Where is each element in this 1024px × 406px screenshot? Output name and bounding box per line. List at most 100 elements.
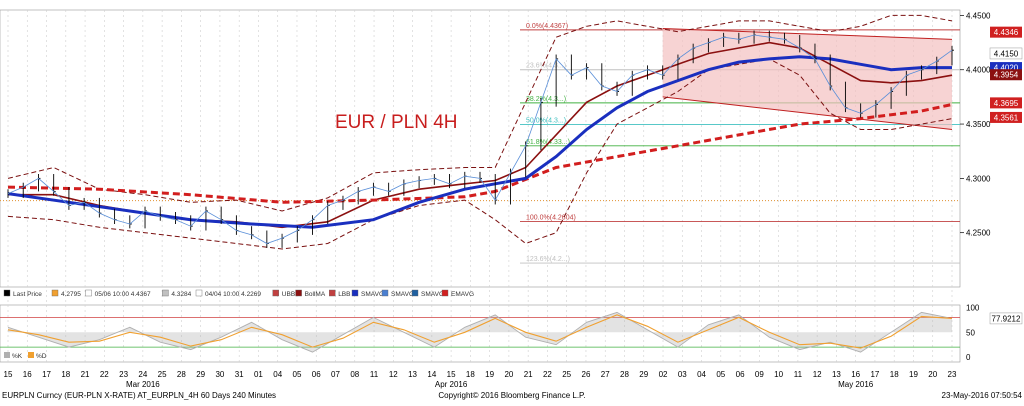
x-tick-label: 05	[293, 370, 302, 379]
x-tick-label: 27	[601, 370, 610, 379]
value-tag-box	[990, 69, 1022, 81]
fib-label: 23.6%(4.3...)	[526, 63, 566, 70]
x-tick-label: 18	[890, 370, 899, 379]
x-tick-label: 11	[794, 370, 803, 379]
legend-label: 4.3284	[171, 291, 191, 298]
x-tick-label: 21	[81, 370, 90, 379]
legend-label: SMAVG	[361, 291, 384, 298]
x-tick-label: 15	[4, 370, 13, 379]
x-tick-label: 16	[23, 370, 32, 379]
vertical-grid	[0, 9, 961, 363]
osc-value-tag	[989, 312, 1023, 325]
stoch-k-line	[7, 311, 953, 353]
x-tick-label: 10	[774, 370, 783, 379]
y-tick-label: 4.3500	[966, 120, 991, 129]
value-tag-label: 4.4020	[994, 64, 1019, 73]
legend-swatch	[381, 289, 389, 297]
fib-label: 100.0%(4.2604)	[526, 214, 576, 221]
value-tag-label: 4.3695	[994, 99, 1019, 108]
legend-bar: Last Price 4.2795 05/06 10:00 4.4367 4.3284…	[3, 289, 474, 298]
osc-y-label: 100	[966, 303, 980, 312]
y-tick-label: 4.4000	[966, 66, 991, 75]
osc-legend-swatch	[4, 352, 10, 358]
legend-label: SMAVG	[391, 291, 414, 298]
x-tick-label: 20	[504, 370, 513, 379]
legend-label: LBB	[338, 291, 350, 298]
fib-label: 50.0%(4.3...)	[526, 118, 566, 125]
x-month-label: Apr 2016	[435, 380, 468, 389]
x-tick-label: 13	[832, 370, 841, 379]
x-tick-label: 28	[177, 370, 186, 379]
legend-label: 05/06 10:00 4.4367	[95, 291, 151, 298]
y-tick-label: 4.4500	[966, 11, 991, 20]
footer-timestamp: 23-May-2016 07:50:54	[942, 391, 1023, 400]
stoch-k-area	[8, 312, 952, 353]
legend-label: 04/04 10:00 4.2269	[205, 291, 261, 298]
legend-swatch	[411, 289, 419, 297]
footer-security: EURPLN Curncy (EUR-PLN X-RATE) AT_EURPLN…	[2, 391, 276, 400]
chart-title: EUR / PLN 4H	[335, 112, 457, 133]
price-panel-frame	[0, 9, 961, 288]
legend-swatch	[162, 289, 169, 297]
fib-label: 38.2%(4.3...)	[526, 96, 566, 103]
legend-swatch	[272, 289, 279, 297]
x-month-label: May 2016	[838, 380, 874, 389]
x-tick-label: 18	[466, 370, 475, 379]
legend-label: 4.2795	[61, 291, 81, 298]
legend-label: UBB	[282, 291, 295, 298]
x-tick-label: 24	[138, 370, 147, 379]
x-tick-label: 11	[370, 370, 379, 379]
x-tick-label: 01	[254, 370, 263, 379]
osc-legend-swatch	[28, 352, 34, 358]
x-tick-label: 29	[196, 370, 205, 379]
x-tick-label: 06	[312, 370, 321, 379]
x-tick-label: 09	[755, 370, 764, 379]
osc-legend-label: %K	[12, 353, 23, 360]
value-tag-box	[989, 47, 1023, 60]
fib-label: 0.0%(4.4367)	[526, 23, 568, 30]
osc-y-label: 50	[966, 328, 975, 337]
legend-swatch	[195, 289, 203, 297]
ema-line	[7, 103, 953, 204]
price-channel	[662, 27, 953, 130]
value-tag-box	[990, 26, 1022, 38]
x-tick-label: 18	[61, 370, 70, 379]
channel-top-line	[662, 27, 953, 40]
x-tick-label: 16	[851, 370, 860, 379]
value-tag-box	[990, 111, 1022, 123]
x-tick-label: 29	[639, 370, 648, 379]
x-tick-label: 04	[273, 370, 282, 379]
price-series-group	[7, 14, 954, 250]
channel-fill	[662, 28, 952, 130]
x-tick-label: 13	[408, 370, 417, 379]
x-tick-label: 26	[582, 370, 591, 379]
y-tick-label: 4.2500	[966, 229, 991, 238]
legend-swatch	[295, 289, 302, 297]
legend-label: Last Price	[13, 291, 42, 298]
legend-label: SMAVG	[421, 291, 444, 298]
osc-y-label: 0	[966, 353, 971, 362]
x-tick-label: 23	[119, 370, 128, 379]
x-tick-label: 15	[447, 370, 456, 379]
x-tick-label: 31	[235, 370, 244, 379]
x-month-label: Mar 2016	[126, 380, 160, 389]
x-tick-label: 21	[524, 370, 533, 379]
y-tick-label: 4.3000	[966, 174, 991, 183]
legend-swatch	[329, 289, 336, 297]
x-tick-label: 04	[697, 370, 706, 379]
x-tick-label: 22	[543, 370, 552, 379]
legend-label: BollMA	[305, 291, 326, 298]
legend-swatch	[3, 289, 11, 297]
value-tag-label: 4.4346	[994, 28, 1019, 37]
upper-bollinger-band	[7, 14, 953, 212]
short-sma-line	[7, 34, 953, 244]
x-tick-label: 08	[350, 370, 359, 379]
value-tag-box	[990, 97, 1022, 109]
footer-copyright: Copyright© 2016 Bloomberg Finance L.P.	[438, 391, 585, 400]
stochastic-panel: 100 50 0 77.9212 %K %D	[0, 303, 1023, 362]
x-tick-label: 19	[485, 370, 494, 379]
x-tick-label: 03	[678, 370, 687, 379]
